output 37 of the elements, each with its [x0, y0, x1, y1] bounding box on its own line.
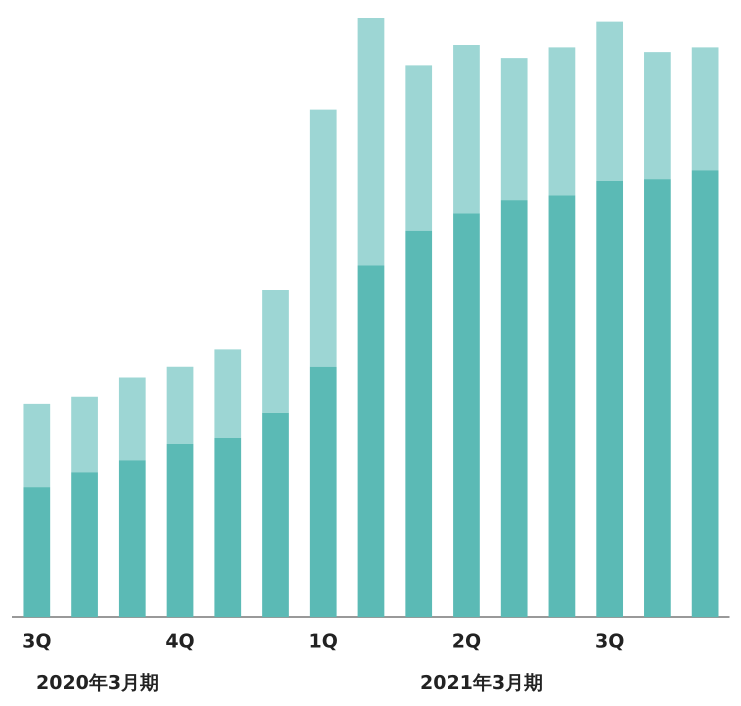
x-tick-label: 1Q	[308, 630, 338, 653]
x-tick-label: 3Q	[594, 630, 624, 653]
bar	[23, 404, 50, 488]
bar	[214, 438, 242, 618]
bar	[644, 179, 671, 618]
x-tick-label: 4Q	[165, 630, 195, 653]
bar	[23, 487, 50, 618]
bar	[500, 200, 528, 618]
bar	[596, 180, 624, 618]
bar	[453, 44, 480, 214]
bar	[692, 170, 718, 618]
bar	[118, 378, 146, 460]
x-tick-label: 3Q	[22, 630, 52, 653]
bar	[262, 412, 289, 618]
bar	[692, 47, 718, 170]
bar	[310, 110, 337, 367]
bar	[166, 366, 194, 444]
x-tick-label: 2Q	[452, 630, 482, 653]
bar	[548, 195, 576, 618]
bar	[71, 396, 98, 472]
text: 2020年3月期	[36, 671, 160, 696]
bar	[500, 58, 528, 200]
text: 2021年3月期	[420, 671, 544, 696]
bar	[310, 366, 337, 618]
bar	[596, 22, 624, 181]
bar	[358, 265, 384, 618]
bar	[644, 52, 671, 180]
bar	[118, 460, 146, 618]
bar	[405, 65, 432, 231]
bar	[262, 290, 289, 413]
bar	[71, 472, 98, 618]
bar	[214, 349, 242, 438]
bar	[453, 213, 480, 618]
bar	[358, 18, 384, 266]
bar	[166, 444, 194, 618]
bar	[405, 230, 432, 618]
bar	[548, 47, 576, 196]
